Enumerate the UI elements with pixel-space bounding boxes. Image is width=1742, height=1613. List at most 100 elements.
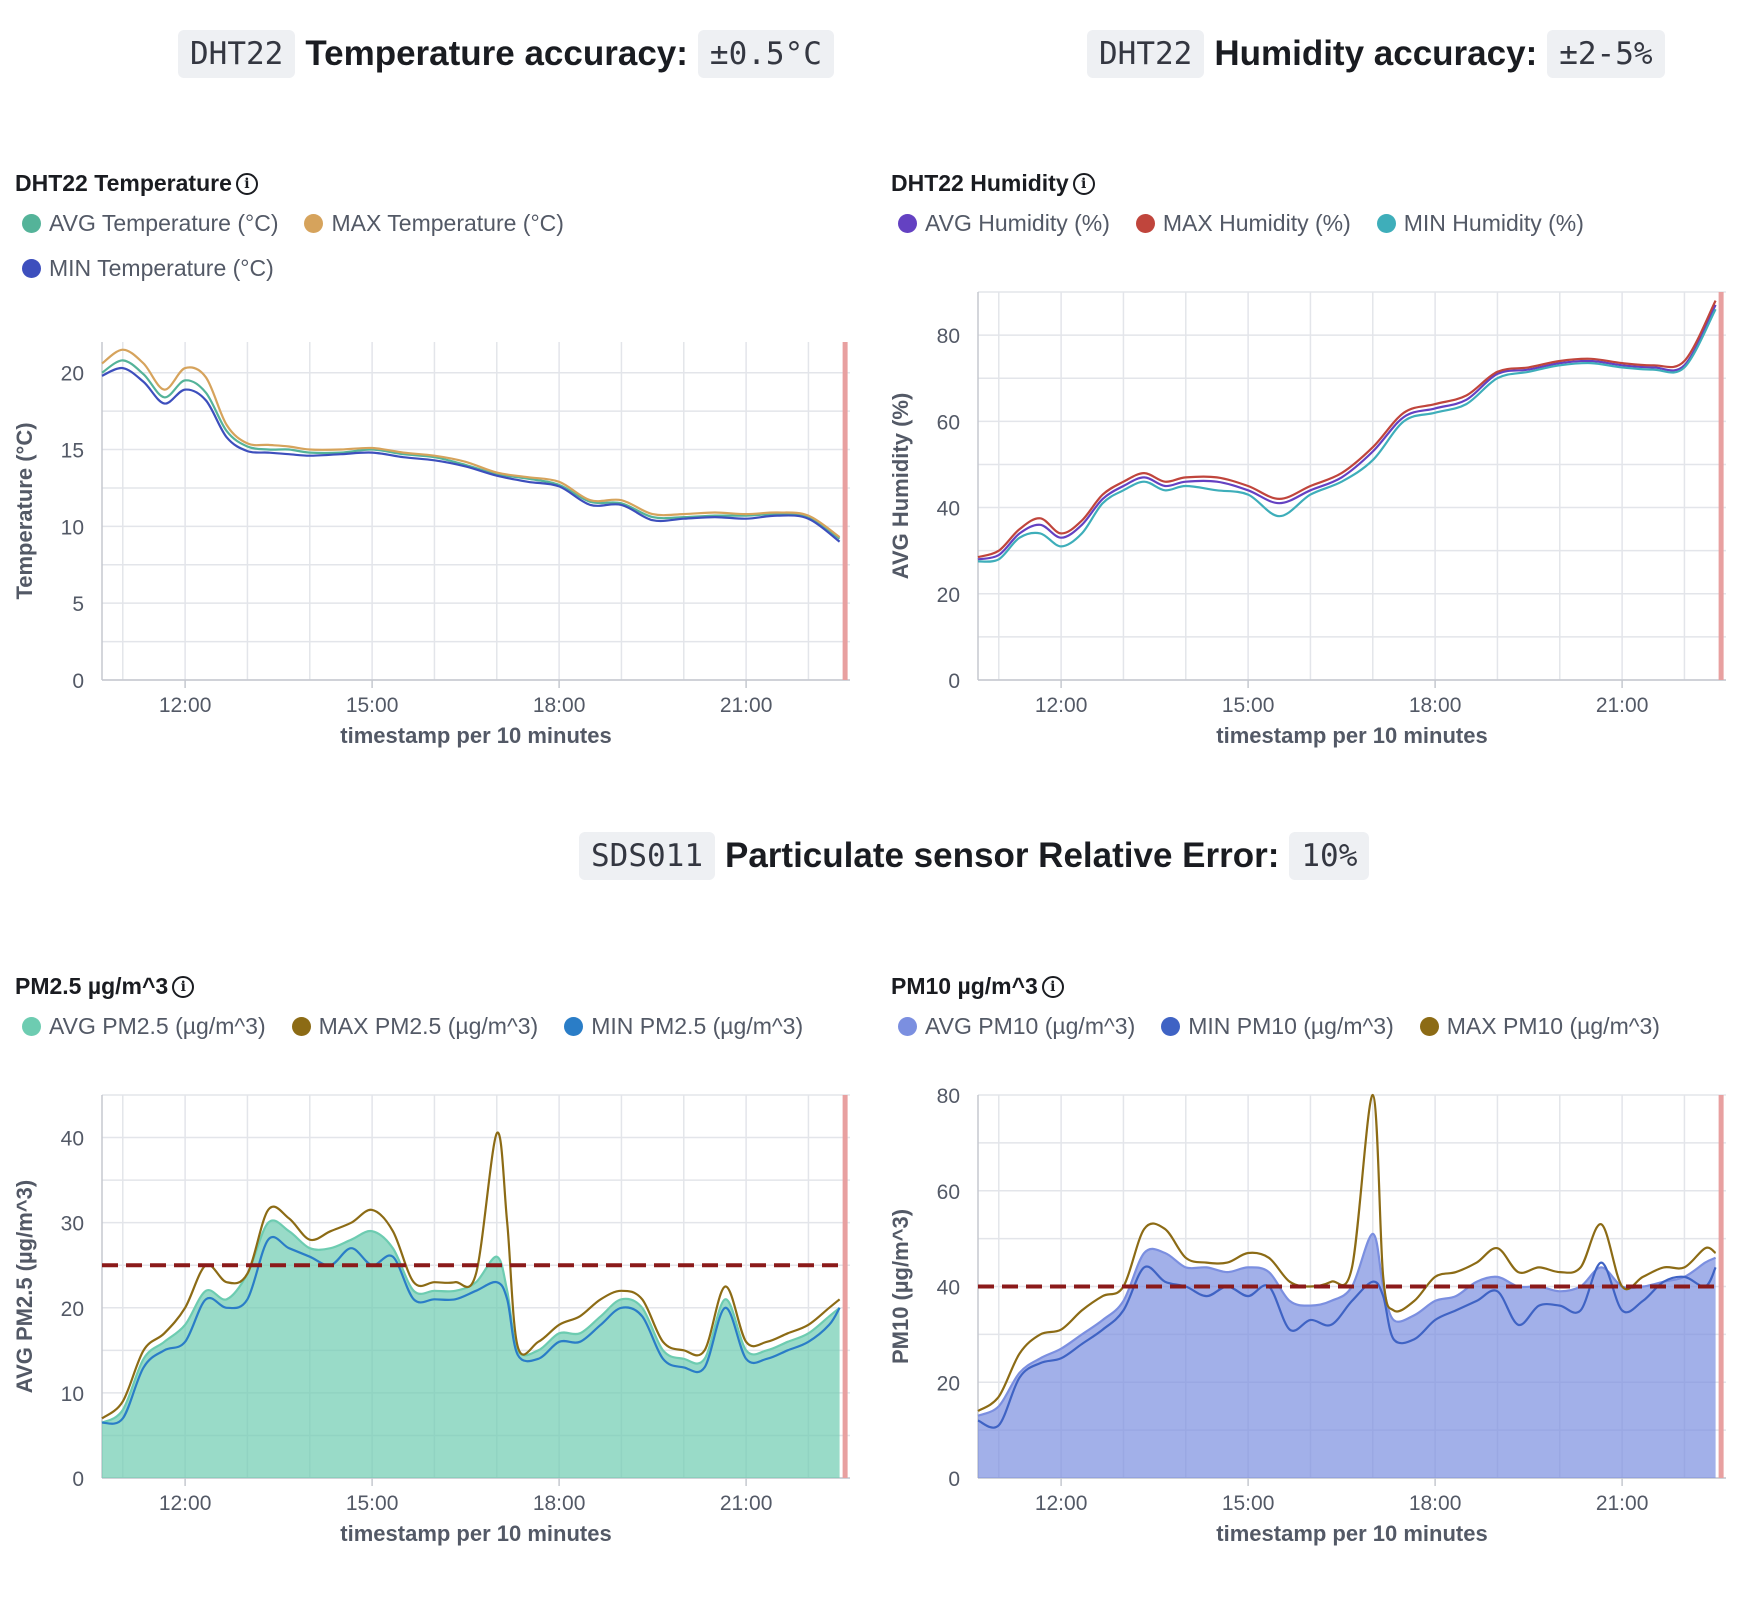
pm10-panel: PM10 µg/m^3 i AVG PM10 (µg/m^3) MIN PM10… — [876, 973, 1736, 1613]
x-tick-label: 12:00 — [159, 1492, 212, 1515]
humidity-panel: DHT22 Humidity i AVG Humidity (%) MAX Hu… — [876, 170, 1736, 810]
legend-label: AVG Humidity (%) — [925, 210, 1110, 236]
pm25-panel: PM2.5 µg/m^3 i AVG PM2.5 (µg/m^3) MAX PM… — [0, 973, 860, 1613]
x-axis-title: timestamp per 10 minutes — [1216, 723, 1487, 748]
error-value: 10% — [1289, 832, 1370, 880]
legend-item[interactable]: AVG Temperature (°C) — [22, 210, 278, 237]
y-tick-label: 60 — [937, 411, 960, 434]
x-tick-label: 21:00 — [720, 694, 773, 717]
y-tick-label: 40 — [937, 498, 960, 521]
x-axis-title: timestamp per 10 minutes — [340, 1521, 611, 1546]
banner-label: Humidity accuracy: — [1214, 34, 1538, 73]
x-tick-label: 18:00 — [533, 1492, 586, 1515]
series-line — [977, 1093, 1717, 1412]
chart-title: DHT22 Humidity — [891, 170, 1069, 196]
legend-item[interactable]: AVG PM10 (µg/m^3) — [898, 1013, 1135, 1040]
legend-swatch — [304, 214, 324, 233]
chart-title: PM10 µg/m^3 — [891, 973, 1038, 999]
y-tick-label: 0 — [72, 1468, 84, 1491]
temperature-panel: DHT22 Temperature i AVG Temperature (°C)… — [0, 170, 860, 810]
legend-item[interactable]: MIN PM10 (µg/m^3) — [1161, 1013, 1394, 1040]
panel-title: PM10 µg/m^3 i — [891, 973, 1064, 1000]
legend-label: MAX PM2.5 (µg/m^3) — [318, 1013, 539, 1039]
legend-item[interactable]: AVG Humidity (%) — [898, 210, 1110, 237]
info-icon[interactable]: i — [1041, 975, 1064, 998]
legend-swatch — [22, 214, 41, 233]
legend-swatch — [564, 1017, 584, 1036]
y-axis-title: AVG Humidity (%) — [888, 393, 913, 580]
y-tick-label: 20 — [937, 584, 960, 607]
legend-label: MAX PM10 (µg/m^3) — [1446, 1013, 1660, 1039]
chart-title: PM2.5 µg/m^3 — [15, 973, 169, 999]
legend: AVG PM10 (µg/m^3) MIN PM10 (µg/m^3) MAX … — [898, 1013, 1718, 1040]
legend-item[interactable]: MAX PM10 (µg/m^3) — [1419, 1013, 1660, 1040]
y-tick-label: 0 — [72, 670, 84, 693]
y-tick-label: 10 — [61, 1383, 84, 1406]
y-axis-title: Temperature (°C) — [12, 422, 37, 599]
x-tick-label: 18:00 — [1409, 694, 1462, 717]
x-tick-label: 12:00 — [159, 694, 212, 717]
legend-swatch — [1419, 1017, 1439, 1036]
legend-item[interactable]: MAX Temperature (°C) — [304, 210, 564, 237]
humidity-accuracy-banner: DHT22 Humidity accuracy: ±2-5% — [1087, 30, 1665, 78]
sensor-code: SDS011 — [579, 832, 715, 880]
legend: AVG Temperature (°C) MAX Temperature (°C… — [22, 210, 842, 282]
x-tick-label: 18:00 — [1409, 1492, 1462, 1515]
x-tick-label: 21:00 — [720, 1492, 773, 1515]
info-icon[interactable]: i — [1072, 172, 1095, 195]
legend-swatch — [1135, 214, 1155, 233]
y-tick-label: 0 — [948, 1468, 960, 1491]
info-icon[interactable]: i — [235, 172, 258, 195]
pm25-chart[interactable]: 0 10 20 30 40 12:00 15:00 18:00 21:00 timestamp p… — [0, 973, 860, 1563]
legend-item[interactable]: MAX PM2.5 (µg/m^3) — [291, 1013, 539, 1040]
panel-title: PM2.5 µg/m^3 i — [15, 973, 195, 1000]
legend-swatch — [22, 259, 41, 278]
pm10-chart[interactable]: 0 20 40 60 80 12:00 15:00 18:00 21:00 timestamp p… — [876, 973, 1736, 1563]
y-tick-label: 40 — [937, 1277, 960, 1300]
y-tick-label: 80 — [937, 325, 960, 348]
sensor-code: DHT22 — [178, 30, 296, 78]
y-tick-label: 15 — [61, 440, 84, 463]
legend-item[interactable]: MIN Humidity (%) — [1376, 210, 1584, 237]
x-tick-label: 15:00 — [346, 1492, 399, 1515]
temperature-chart[interactable]: 0 5 10 15 20 12:00 15:00 18:00 21:00 timestamp pe… — [0, 170, 860, 810]
legend-swatch — [898, 214, 917, 233]
legend-item[interactable]: MAX Humidity (%) — [1135, 210, 1351, 237]
series-line — [101, 348, 841, 539]
accuracy-value: ±2-5% — [1547, 30, 1665, 78]
legend: AVG Humidity (%) MAX Humidity (%) MIN Hu… — [898, 210, 1718, 237]
legend-label: MIN PM2.5 (µg/m^3) — [591, 1013, 804, 1039]
info-icon[interactable]: i — [172, 975, 195, 998]
temperature-accuracy-banner: DHT22 Temperature accuracy: ±0.5°C — [178, 30, 834, 78]
x-tick-label: 15:00 — [346, 694, 399, 717]
series-line — [101, 1131, 841, 1420]
series-line — [101, 1235, 841, 1425]
current-time-marker — [1718, 1095, 1724, 1478]
series-line — [977, 308, 1717, 563]
x-tick-label: 18:00 — [533, 694, 586, 717]
x-tick-label: 21:00 — [1596, 694, 1649, 717]
x-tick-label: 12:00 — [1035, 694, 1088, 717]
legend-label: AVG PM2.5 (µg/m^3) — [49, 1013, 266, 1039]
y-tick-label: 20 — [937, 1372, 960, 1395]
banner-label: Temperature accuracy: — [305, 34, 688, 73]
legend-item[interactable]: AVG PM2.5 (µg/m^3) — [22, 1013, 266, 1040]
chart-title: DHT22 Temperature — [15, 170, 232, 196]
y-tick-label: 60 — [937, 1181, 960, 1204]
series-line — [977, 300, 1717, 559]
y-axis-title: AVG PM2.5 (µg/m^3) — [12, 1180, 37, 1393]
current-time-marker — [1718, 292, 1724, 680]
panel-title: DHT22 Temperature i — [15, 170, 258, 197]
humidity-chart[interactable]: 0 20 40 60 80 12:00 15:00 18:00 21:00 timestamp p… — [876, 170, 1736, 810]
legend-item[interactable]: MIN Temperature (°C) — [22, 255, 842, 282]
y-tick-label: 0 — [948, 670, 960, 693]
x-axis-title: timestamp per 10 minutes — [340, 723, 611, 748]
x-tick-label: 15:00 — [1222, 1492, 1275, 1515]
legend-swatch — [22, 1017, 41, 1036]
legend-label: MIN Temperature (°C) — [49, 255, 274, 281]
legend-item[interactable]: MIN PM2.5 (µg/m^3) — [564, 1013, 803, 1040]
legend-swatch — [291, 1017, 311, 1036]
current-time-marker — [842, 1095, 848, 1478]
legend-label: MAX Temperature (°C) — [331, 210, 564, 236]
x-tick-label: 15:00 — [1222, 694, 1275, 717]
